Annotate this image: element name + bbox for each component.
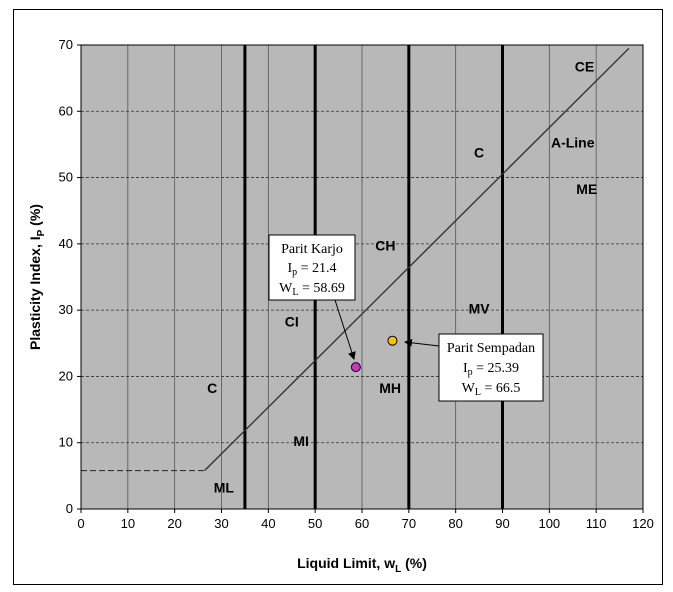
callout-karjo-name: Parit Karjo bbox=[281, 242, 343, 257]
y-tick-label: 70 bbox=[59, 37, 73, 52]
x-tick-label: 80 bbox=[448, 516, 462, 531]
x-tick-label: 30 bbox=[214, 516, 228, 531]
zone-label: MI bbox=[293, 433, 309, 449]
zone-label: CH bbox=[375, 237, 395, 253]
x-tick-label: 100 bbox=[538, 516, 560, 531]
y-axis-title: Plasticity Index, IP (%) bbox=[27, 204, 47, 350]
x-tick-label: 0 bbox=[77, 516, 84, 531]
zone-label: C bbox=[474, 145, 484, 161]
callout-parit-karjo: Parit Karjo Ip = 21.4 WL = 58.69 bbox=[268, 234, 356, 360]
a-line bbox=[204, 47, 630, 472]
callout-karjo-wl: WL = 58.69 bbox=[279, 281, 345, 298]
zone-labels: CE C A-Line ME CH MV CI MH C MI ML bbox=[207, 59, 597, 496]
y-tick-label: 20 bbox=[59, 368, 73, 383]
data-point bbox=[387, 335, 398, 346]
x-tick-label: 90 bbox=[495, 516, 509, 531]
x-axis-ticks: 0 10 20 30 40 50 60 70 80 90 100 110 120 bbox=[77, 509, 654, 531]
zone-label: MV bbox=[469, 300, 491, 316]
y-tick-label: 30 bbox=[59, 302, 73, 317]
data-points bbox=[350, 335, 398, 373]
callout-karjo-ip: Ip = 21.4 bbox=[287, 261, 336, 278]
y-axis-ticks: 0 10 20 30 40 50 60 70 bbox=[59, 37, 81, 516]
callout-sempadan-ip: Ip = 25.39 bbox=[463, 361, 519, 378]
callout-parit-sempadan: Parit Sempadan Ip = 25.39 WL = 66.5 bbox=[404, 333, 544, 402]
x-tick-label: 60 bbox=[355, 516, 369, 531]
data-point bbox=[350, 362, 361, 373]
x-tick-label: 70 bbox=[402, 516, 416, 531]
zone-label: MH bbox=[379, 380, 401, 396]
y-tick-label: 40 bbox=[59, 236, 73, 251]
y-tick-label: 60 bbox=[59, 103, 73, 118]
x-axis-title: Liquid Limit, wL (%) bbox=[297, 555, 427, 575]
y-tick-label: 50 bbox=[59, 170, 73, 185]
x-tick-label: 20 bbox=[167, 516, 181, 531]
callout-sempadan-wl: WL = 66.5 bbox=[462, 381, 521, 398]
x-tick-label: 120 bbox=[632, 516, 654, 531]
y-tick-label: 10 bbox=[59, 435, 73, 450]
zone-label: CE bbox=[575, 59, 594, 75]
x-tick-label: 40 bbox=[261, 516, 275, 531]
y-tick-label: 0 bbox=[66, 501, 73, 516]
zone-label: C bbox=[207, 380, 217, 396]
x-tick-label: 110 bbox=[586, 516, 607, 531]
zone-label: ME bbox=[576, 181, 597, 197]
callout-sempadan-name: Parit Sempadan bbox=[447, 341, 535, 356]
zone-label: CI bbox=[285, 314, 299, 330]
zone-label: ML bbox=[214, 479, 235, 495]
zone-label: A-Line bbox=[551, 135, 595, 151]
x-tick-label: 50 bbox=[308, 516, 322, 531]
x-tick-label: 10 bbox=[121, 516, 135, 531]
